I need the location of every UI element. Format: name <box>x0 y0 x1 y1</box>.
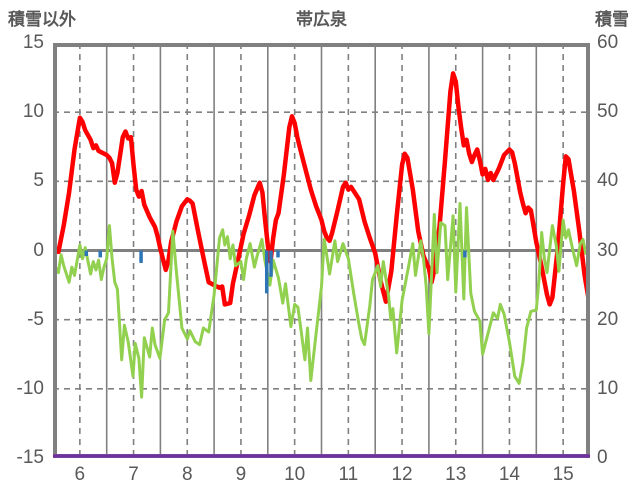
x-axis-tick-label: 6 <box>74 464 86 485</box>
x-axis-tick-label: 14 <box>498 464 520 485</box>
x-axis-tick-label: 8 <box>181 464 193 485</box>
right-axis-tick-label: 50 <box>597 101 619 123</box>
chart-canvas <box>53 43 590 458</box>
x-axis-tick-label: 13 <box>445 464 467 485</box>
right-axis-tick-label: 0 <box>597 447 608 468</box>
left-axis-tick-label: -5 <box>27 308 44 330</box>
right-axis-tick-label: 20 <box>597 308 619 330</box>
x-axis-tick-label: 9 <box>235 464 247 485</box>
left-axis-tick-label: -15 <box>16 447 44 468</box>
right-axis-tick-label: 60 <box>597 32 619 53</box>
left-axis-tick-label: 15 <box>22 32 44 53</box>
right-axis-tick-label: 30 <box>597 239 619 261</box>
x-axis-tick-label: 11 <box>338 464 359 485</box>
x-axis-tick-label: 15 <box>552 464 574 485</box>
right-axis-tick-label: 40 <box>597 170 619 192</box>
left-axis-tick-label: -10 <box>16 377 44 399</box>
right-axis-tick-label: 10 <box>597 377 619 399</box>
chart-title: 帯広泉 <box>296 10 347 29</box>
x-axis-tick-label: 7 <box>128 464 139 485</box>
left-axis-title: 積雪以外 <box>8 10 76 29</box>
right-axis-title: 積雪 <box>595 10 629 29</box>
left-axis-tick-label: 5 <box>33 170 44 192</box>
left-axis-tick-label: 0 <box>33 239 44 261</box>
x-axis-tick-label: 10 <box>284 464 306 485</box>
left-axis-tick-label: 10 <box>22 101 44 123</box>
x-axis-tick-label: 12 <box>391 464 413 485</box>
